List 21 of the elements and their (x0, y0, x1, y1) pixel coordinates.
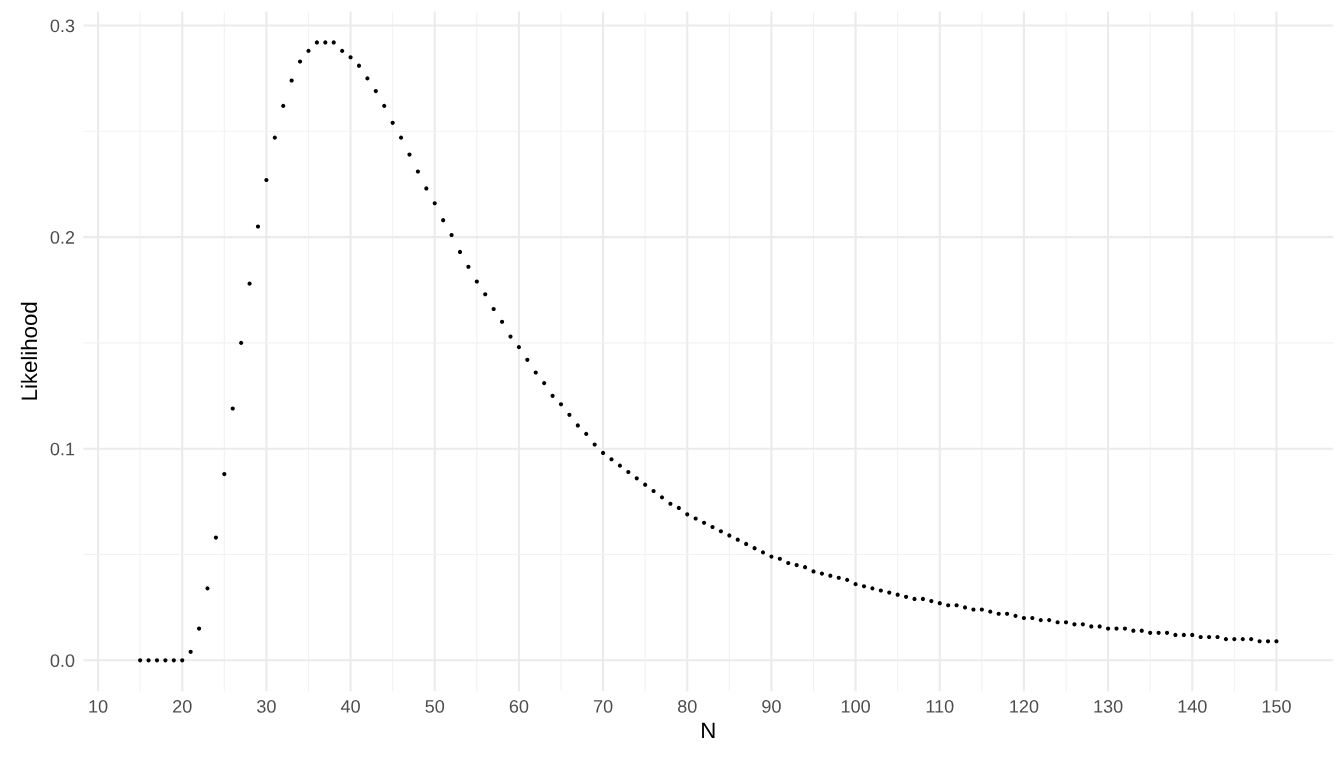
x-tick-label: 130 (1094, 700, 1123, 713)
y-tick-label: 0.2 (50, 231, 75, 244)
x-tick-label: 20 (173, 700, 192, 713)
y-tick-label: 0.3 (50, 19, 75, 33)
x-tick-label: 70 (593, 700, 613, 713)
y-tick-label: 0.0 (50, 654, 75, 668)
x-tick-label: 30 (257, 700, 276, 713)
x-tick-label: 120 (1010, 700, 1039, 713)
x-tick-label: 60 (509, 700, 529, 713)
x-tick-label: 150 (1262, 700, 1291, 713)
x-tick-label: 100 (841, 700, 870, 713)
x-axis-title: N (702, 722, 715, 739)
y-axis-title: Likelihood (20, 302, 38, 400)
x-tick-label: 10 (89, 700, 108, 713)
x-tick-label: 50 (425, 700, 445, 713)
x-tick-label: 110 (926, 700, 954, 713)
x-tick-label: 140 (1178, 700, 1207, 713)
x-tick-label: 40 (340, 700, 360, 713)
x-tick-label: 80 (677, 700, 697, 713)
y-tick-label: 0.1 (50, 442, 75, 456)
x-tick-label: 90 (762, 700, 781, 713)
